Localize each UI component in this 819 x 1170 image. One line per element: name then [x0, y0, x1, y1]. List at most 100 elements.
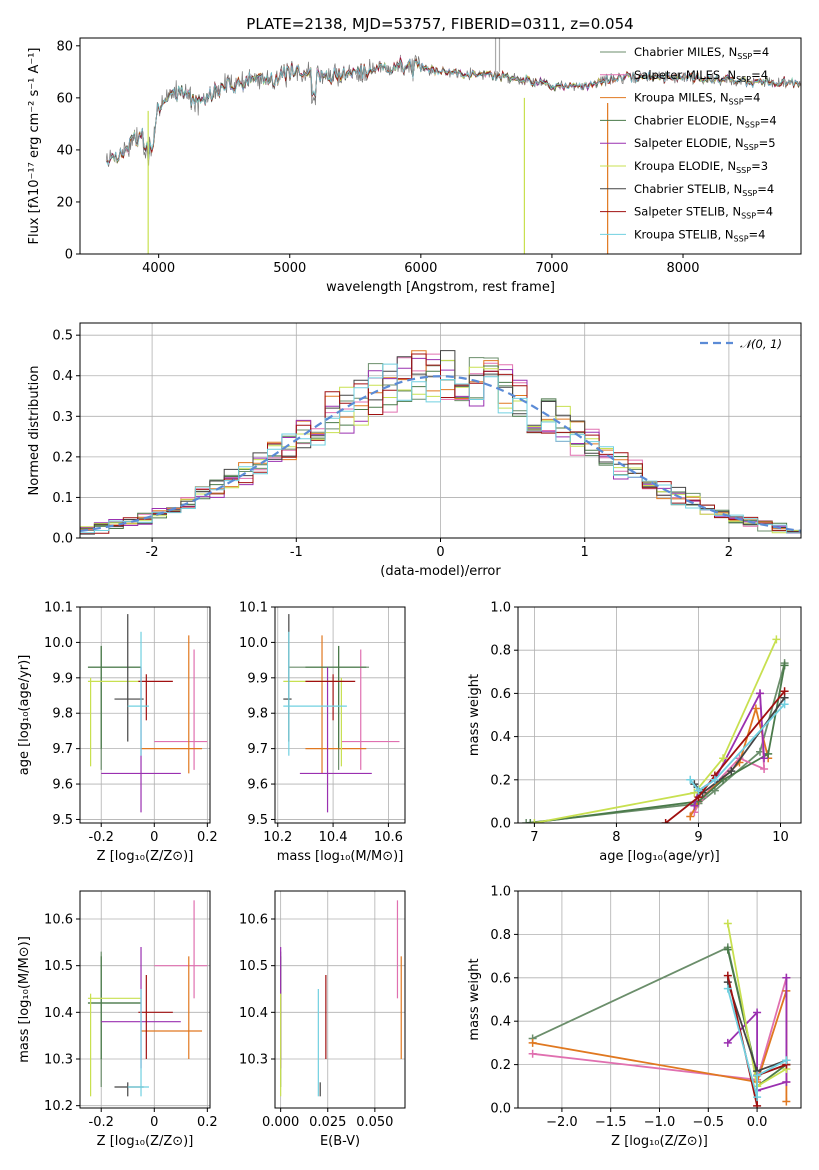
- mass-vs-metallicity-panel: -0.2 0 0.2 10.2 10.3 10.4 10.5 10.6 Z [log₁₀(Z/Z…: [17, 890, 218, 1149]
- legend-tail: =4: [752, 45, 769, 59]
- mass-weight-marker: [753, 1008, 762, 1017]
- x-axis-label: Z [log₁₀(Z/Z⊙)]: [97, 1134, 194, 1149]
- y-axis-label: age [log₁₀(age/yr)]: [17, 655, 32, 776]
- x-tick-label: 0: [436, 545, 444, 560]
- legend-label: Kroupa STELIB, N: [634, 227, 734, 241]
- y-tick-label: 10.1: [239, 601, 268, 616]
- y-tick-label: 10.5: [44, 959, 73, 974]
- mass-weight-marker: [690, 788, 699, 797]
- y-axis-label: mass weight: [467, 674, 482, 756]
- legend-subscript: SSP: [736, 75, 751, 84]
- mass-weight-marker: [526, 819, 535, 823]
- y-tick-label: 9.6: [247, 778, 268, 793]
- y-tick-label: 40: [56, 143, 73, 158]
- x-tick-label: −1.5: [595, 1115, 627, 1130]
- x-axis-label: wavelength [Angstrom, rest frame]: [326, 280, 555, 295]
- mass-weight-marker: [723, 919, 732, 928]
- mass-weight-marker: [760, 754, 769, 763]
- y-tick-label: 9.6: [52, 778, 73, 793]
- y-tick-label: 0.5: [52, 329, 73, 344]
- age-vs-metallicity-panel: -0.2 0 0.2 9.5 9.6 9.7 9.8 9.9 10.0 10.1 Z [log₁₀(…: [17, 601, 218, 865]
- x-tick-label: 9: [694, 830, 702, 845]
- x-tick-label: 2: [725, 545, 733, 560]
- mass-weight-marker: [723, 945, 732, 954]
- legend-entry: Chabrier STELIB, NSSP=4: [634, 182, 774, 198]
- y-tick-label: 0.4: [490, 730, 511, 745]
- mass-weight-marker: [780, 661, 789, 670]
- y-tick-label: 20: [56, 195, 73, 210]
- y-tick-label: 10.4: [239, 1006, 268, 1021]
- mass-weight-marker: [661, 819, 670, 823]
- y-tick-label: 9.7: [247, 742, 268, 757]
- y-tick-label: 80: [56, 39, 73, 54]
- legend-subscript: SSP: [734, 234, 749, 243]
- y-tick-label: 0.6: [490, 971, 511, 986]
- plot-area: [80, 350, 801, 535]
- axes-frame: [274, 606, 406, 824]
- y-tick-label: 0.0: [490, 1102, 511, 1117]
- gaussian-reference-curve: [80, 375, 801, 532]
- y-tick-label: 60: [56, 91, 73, 106]
- legend-subscript: SSP: [744, 143, 759, 152]
- y-tick-label: 0.3: [52, 410, 73, 425]
- mass-weight-marker: [755, 689, 764, 698]
- y-tick-label: 0.0: [52, 532, 73, 547]
- legend-label: Kroupa MILES, N: [634, 91, 729, 105]
- mass-weight-marker: [782, 1097, 791, 1106]
- y-tick-label: 10.0: [44, 636, 73, 651]
- x-tick-label: 0.050: [356, 1115, 393, 1130]
- y-tick-label: 10.6: [239, 913, 268, 928]
- legend-entry: Salpeter STELIB, NSSP=4: [634, 205, 773, 221]
- legend-entry: Kroupa STELIB, NSSP=4: [634, 227, 765, 243]
- legend-label: Chabrier STELIB, N: [634, 182, 742, 196]
- legend-entry: Chabrier ELODIE, NSSP=4: [634, 113, 777, 129]
- mass-weight-marker: [723, 971, 732, 980]
- x-tick-label: 0.025: [309, 1115, 346, 1130]
- y-tick-label: 0.6: [490, 687, 511, 702]
- mass-weight-marker: [753, 1093, 762, 1102]
- mass-weight-marker: [780, 700, 789, 709]
- model-spectrum-line: [105, 58, 801, 166]
- x-axis-label: age [log₁₀(age/yr)]: [599, 849, 720, 864]
- residual-histogram-panel: 𝒩(0, 1) -2 -1 0 1 2 0.0 0.1 0.2 0.3 0.4 0.5 (data-mo…: [27, 322, 802, 579]
- legend-subscript: SSP: [729, 98, 744, 107]
- legend-label: Salpeter MILES, N: [634, 68, 736, 82]
- mass-weight-marker: [782, 1077, 791, 1086]
- x-tick-label: −2.0: [546, 1115, 578, 1130]
- mass-weight-marker: [723, 984, 732, 993]
- y-axis-label: mass [log₁₀(M/M⊙)]: [17, 936, 32, 1063]
- y-tick-label: 10.2: [44, 1099, 73, 1114]
- axes-frame: [517, 606, 802, 824]
- legend-tail: =4: [760, 113, 777, 127]
- residual-histogram-step: [80, 350, 801, 535]
- legend-label: Chabrier MILES, N: [634, 45, 737, 59]
- mass-weight-marker: [782, 1056, 791, 1065]
- x-tick-label: 0: [150, 830, 158, 845]
- y-tick-label: 0.2: [490, 773, 511, 788]
- legend-label: Salpeter STELIB, N: [634, 205, 741, 219]
- legend-subscript: SSP: [742, 189, 757, 198]
- y-tick-label: 10.5: [239, 959, 268, 974]
- legend-tail: =4: [756, 205, 773, 219]
- mass-weight-marker: [753, 1101, 762, 1108]
- y-tick-label: 10.3: [44, 1053, 73, 1068]
- legend-label: Salpeter ELODIE, N: [634, 136, 744, 150]
- x-axis-label: Z [log₁₀(Z/Z⊙)]: [97, 849, 194, 864]
- y-tick-label: 0.4: [490, 1015, 511, 1030]
- legend-tail: =3: [751, 159, 768, 173]
- mass-weight-line: [726, 988, 787, 1098]
- legend-entry: 𝒩(0, 1): [740, 337, 782, 351]
- x-tick-label: 1: [581, 545, 589, 560]
- mass-weight-marker: [530, 819, 539, 823]
- x-axis-label: mass [log₁₀(M/M⊙)]: [277, 849, 404, 864]
- x-tick-label: 8: [612, 830, 620, 845]
- x-tick-label: -0.2: [89, 830, 114, 845]
- legend-tail: =4: [757, 182, 774, 196]
- x-tick-label: 0.2: [197, 830, 218, 845]
- mass-weight-marker: [686, 812, 695, 821]
- mass-weight-marker: [690, 801, 699, 810]
- legend-tail: =4: [744, 91, 761, 105]
- x-tick-label: -2: [146, 545, 159, 560]
- legend-entry: Kroupa ELODIE, NSSP=3: [634, 159, 768, 175]
